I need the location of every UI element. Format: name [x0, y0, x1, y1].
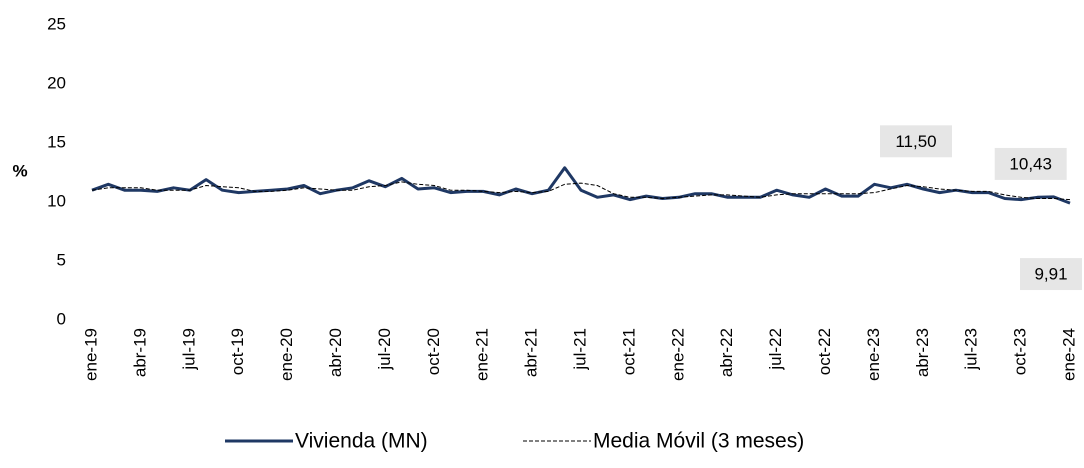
x-tick-label: abr-23: [913, 328, 932, 377]
legend-label: Vivienda (MN): [295, 430, 428, 453]
data-label: 9,91: [1034, 265, 1067, 284]
y-tick-label: 5: [57, 250, 66, 269]
y-tick-label: 10: [47, 191, 66, 210]
x-tick-label: jul-21: [570, 328, 589, 371]
x-tick-label: ene-21: [473, 328, 492, 381]
y-tick-label: 25: [47, 14, 66, 33]
y-tick-label: 0: [57, 309, 66, 328]
data-label: 11,50: [895, 132, 936, 151]
x-tick-label: oct-22: [815, 328, 834, 375]
x-tick-label: oct-21: [619, 328, 638, 375]
series-line: [91, 181, 1071, 201]
data-label-box: [994, 147, 1067, 180]
legend-label: Media Móvil (3 meses): [593, 430, 804, 453]
y-axis-label: %: [12, 161, 27, 180]
data-label-box: [880, 125, 952, 158]
x-tick-label: ene-24: [1059, 328, 1078, 381]
x-tick-label: jul-22: [766, 328, 785, 371]
x-tick-label: oct-23: [1011, 328, 1030, 375]
x-tick-label: oct-20: [424, 328, 443, 375]
x-tick-label: ene-19: [81, 328, 100, 381]
y-tick-label: 15: [47, 132, 66, 151]
series-line: [91, 166, 1071, 205]
x-tick-label: abr-19: [130, 328, 149, 377]
data-label-box: [1020, 258, 1082, 291]
x-tick-label: jul-23: [962, 328, 981, 371]
x-tick-label: jul-20: [375, 328, 394, 371]
x-tick-label: oct-19: [228, 328, 247, 375]
y-tick-label: 20: [47, 73, 66, 92]
x-tick-label: ene-20: [277, 328, 296, 381]
x-tick-label: abr-22: [717, 328, 736, 377]
x-tick-label: ene-23: [864, 328, 883, 381]
x-tick-label: abr-21: [522, 328, 541, 377]
data-label: 10,43: [1009, 154, 1052, 173]
x-tick-label: jul-19: [179, 328, 198, 371]
x-tick-label: abr-20: [326, 328, 345, 377]
x-tick-label: ene-22: [668, 328, 687, 381]
